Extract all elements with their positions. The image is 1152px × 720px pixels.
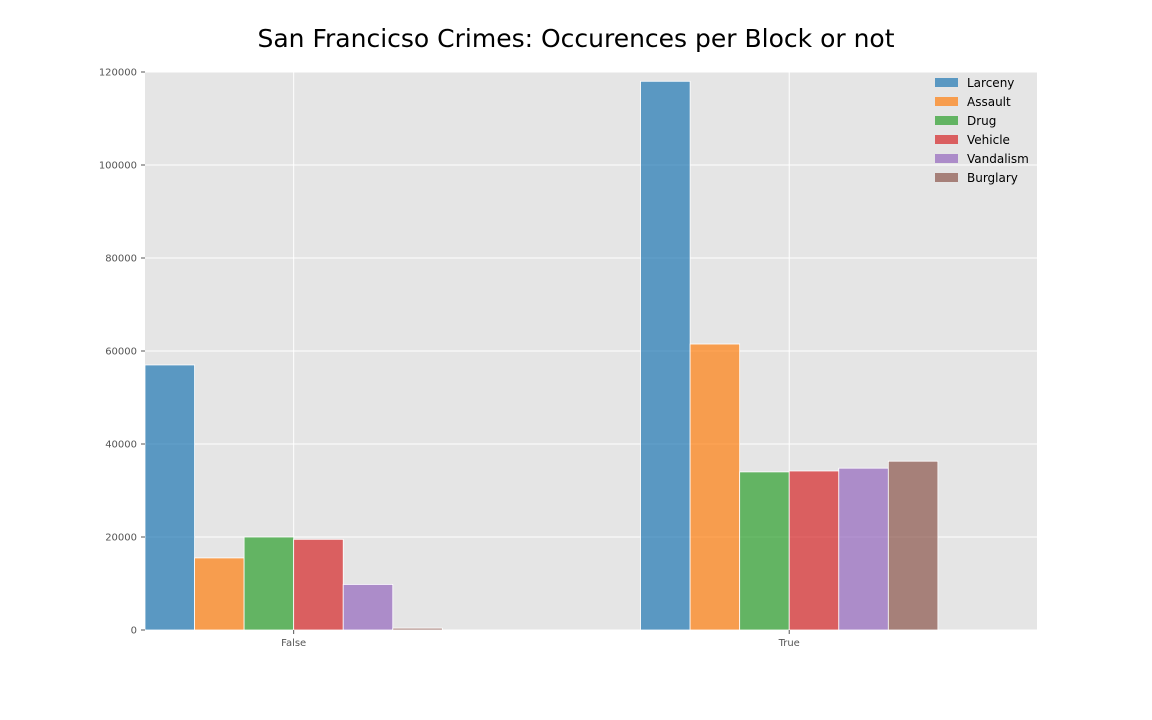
bar-vandalism-false: [342, 584, 394, 631]
bar-assault-false: [194, 557, 245, 631]
legend-label-burglary: Burglary: [967, 171, 1018, 185]
legend-swatch-vandalism: [935, 154, 958, 163]
legend-swatch-drug: [935, 116, 958, 125]
legend-swatch-vehicle: [935, 135, 958, 144]
y-tick-label: 100000: [99, 161, 137, 172]
bar-larceny-true: [640, 80, 691, 631]
y-tick-label: 20000: [105, 533, 137, 544]
y-tick-label: 80000: [105, 254, 137, 265]
chart-title: San Francicso Crimes: Occurences per Blo…: [257, 24, 895, 53]
legend-label-vehicle: Vehicle: [967, 133, 1010, 147]
legend-swatch-burglary: [935, 173, 958, 182]
y-tick-label: 0: [131, 626, 137, 637]
bar-vehicle-false: [293, 538, 344, 631]
y-tick-label: 120000: [99, 68, 137, 79]
bar-drug-true: [739, 471, 790, 631]
bar-burglary-false: [392, 627, 443, 631]
bar-assault-true: [689, 343, 741, 631]
legend-label-assault: Assault: [967, 95, 1011, 109]
legend-swatch-assault: [935, 97, 958, 106]
legend-label-vandalism: Vandalism: [967, 152, 1029, 166]
legend-label-drug: Drug: [967, 114, 996, 128]
bar-drug-false: [243, 536, 295, 631]
bar-vehicle-true: [788, 470, 840, 631]
x-tick-label: False: [281, 638, 306, 649]
bar-vandalism-true: [838, 467, 889, 631]
x-tick-label: True: [778, 638, 800, 649]
bar-larceny-false: [144, 364, 195, 631]
legend-label-larceny: Larceny: [967, 76, 1014, 90]
bar-burglary-true: [887, 460, 939, 631]
y-tick-label: 40000: [105, 440, 137, 451]
legend-swatch-larceny: [935, 78, 958, 87]
y-tick-label: 60000: [105, 347, 137, 358]
